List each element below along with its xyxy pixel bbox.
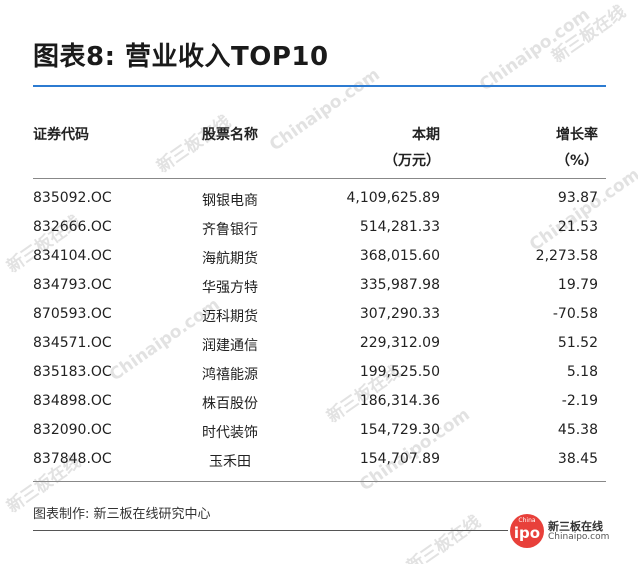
table-row: 834898.OC 株百股份 186,314.36 -2.19 — [0, 389, 638, 418]
cell-growth: 38.45 — [557, 451, 598, 467]
logo-site: Chinaipo.com — [548, 532, 610, 542]
table-row: 835092.OC 钢银电商 4,109,625.89 93.87 — [0, 186, 638, 215]
cell-name: 润建通信 — [202, 338, 258, 354]
watermark: 新三板在线 — [548, 1, 630, 68]
cell-code: 832090.OC — [33, 422, 112, 438]
table-row: 835183.OC 鸿禧能源 199,525.50 5.18 — [0, 360, 638, 389]
table-bottom-divider — [33, 481, 606, 482]
cell-growth: 21.53 — [557, 219, 598, 235]
cell-name: 玉禾田 — [209, 454, 251, 470]
cell-growth: 45.38 — [557, 422, 598, 438]
cell-current: 229,312.09 — [359, 335, 440, 351]
cell-growth: 5.18 — [566, 364, 598, 380]
cell-name: 齐鲁银行 — [202, 222, 258, 238]
watermark: Chinaipo.com — [475, 4, 594, 96]
cell-name: 华强方特 — [202, 280, 258, 296]
cell-name: 钢银电商 — [202, 193, 258, 209]
cell-code: 834898.OC — [33, 393, 112, 409]
cell-growth: -70.58 — [552, 306, 598, 322]
header-current-label: 本期 — [412, 127, 440, 143]
header-code: 证券代码 — [33, 127, 89, 143]
cell-growth: 93.87 — [557, 190, 598, 206]
cell-growth: 19.79 — [557, 277, 598, 293]
cell-current: 154,729.30 — [359, 422, 440, 438]
header-divider — [33, 178, 606, 179]
cell-code: 835092.OC — [33, 190, 112, 206]
table-row: 834104.OC 海航期货 368,015.60 2,273.58 — [0, 244, 638, 273]
cell-name: 迈科期货 — [202, 309, 258, 325]
footer-divider — [33, 530, 508, 531]
cell-growth: -2.19 — [561, 393, 598, 409]
table-row: 832666.OC 齐鲁银行 514,281.33 21.53 — [0, 215, 638, 244]
cell-current: 4,109,625.89 — [346, 190, 440, 206]
table-row: 870593.OC 迈科期货 307,290.33 -70.58 — [0, 302, 638, 331]
table-body: 835092.OC 钢银电商 4,109,625.89 93.87 832666… — [0, 186, 638, 476]
chinaipo-logo-icon: China ipo — [510, 514, 544, 548]
title-divider — [33, 85, 606, 87]
table-row: 837848.OC 玉禾田 154,707.89 38.45 — [0, 447, 638, 476]
cell-name: 鸿禧能源 — [202, 367, 258, 383]
header-name: 股票名称 — [202, 127, 258, 143]
cell-current: 199,525.50 — [359, 364, 440, 380]
cell-name: 海航期货 — [202, 251, 258, 267]
cell-growth: 2,273.58 — [535, 248, 598, 264]
header-current-unit: （万元） — [384, 153, 440, 169]
table-header: 证券代码 股票名称 本期 （万元） 增长率 （%） — [0, 124, 638, 174]
cell-growth: 51.52 — [557, 335, 598, 351]
watermark: 新三板在线 — [403, 511, 485, 564]
header-growth-unit: （%） — [555, 153, 598, 169]
table-row: 832090.OC 时代装饰 154,729.30 45.38 — [0, 418, 638, 447]
table-row: 834571.OC 润建通信 229,312.09 51.52 — [0, 331, 638, 360]
cell-current: 307,290.33 — [359, 306, 440, 322]
cell-current: 335,987.98 — [359, 277, 440, 293]
source-note: 图表制作: 新三板在线研究中心 — [33, 507, 211, 522]
page-title: 图表8: 营业收入TOP10 — [33, 42, 329, 72]
logo-badge-top: China — [518, 517, 536, 524]
logo-name: 新三板在线 — [548, 520, 603, 533]
header-growth-label: 增长率 — [556, 127, 598, 143]
cell-code: 837848.OC — [33, 451, 112, 467]
cell-code: 832666.OC — [33, 219, 112, 235]
header-growth: 增长率 （%） — [480, 124, 598, 170]
logo-badge-main: ipo — [513, 524, 541, 542]
cell-code: 834571.OC — [33, 335, 112, 351]
cell-current: 154,707.89 — [359, 451, 440, 467]
header-current: 本期 （万元） — [300, 124, 440, 170]
cell-code: 870593.OC — [33, 306, 112, 322]
cell-current: 514,281.33 — [359, 219, 440, 235]
table-row: 834793.OC 华强方特 335,987.98 19.79 — [0, 273, 638, 302]
cell-name: 时代装饰 — [202, 425, 258, 441]
cell-code: 834104.OC — [33, 248, 112, 264]
cell-code: 834793.OC — [33, 277, 112, 293]
cell-current: 186,314.36 — [359, 393, 440, 409]
cell-name: 株百股份 — [202, 396, 258, 412]
cell-code: 835183.OC — [33, 364, 112, 380]
cell-current: 368,015.60 — [359, 248, 440, 264]
